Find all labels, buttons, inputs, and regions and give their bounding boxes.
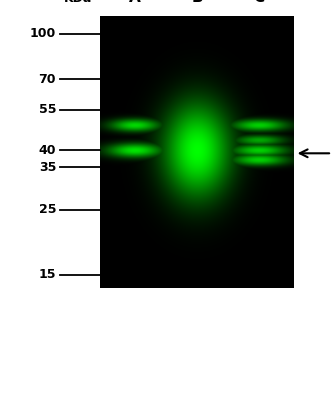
Text: KDa: KDa bbox=[64, 0, 92, 5]
Text: 70: 70 bbox=[39, 72, 56, 86]
Text: C: C bbox=[254, 0, 265, 5]
Text: 25: 25 bbox=[39, 203, 56, 216]
Text: 35: 35 bbox=[39, 160, 56, 174]
Text: 40: 40 bbox=[39, 144, 56, 156]
Text: 15: 15 bbox=[39, 268, 56, 281]
Text: 55: 55 bbox=[39, 103, 56, 116]
Text: B: B bbox=[191, 0, 203, 5]
Text: A: A bbox=[129, 0, 141, 5]
Text: 100: 100 bbox=[30, 27, 56, 40]
